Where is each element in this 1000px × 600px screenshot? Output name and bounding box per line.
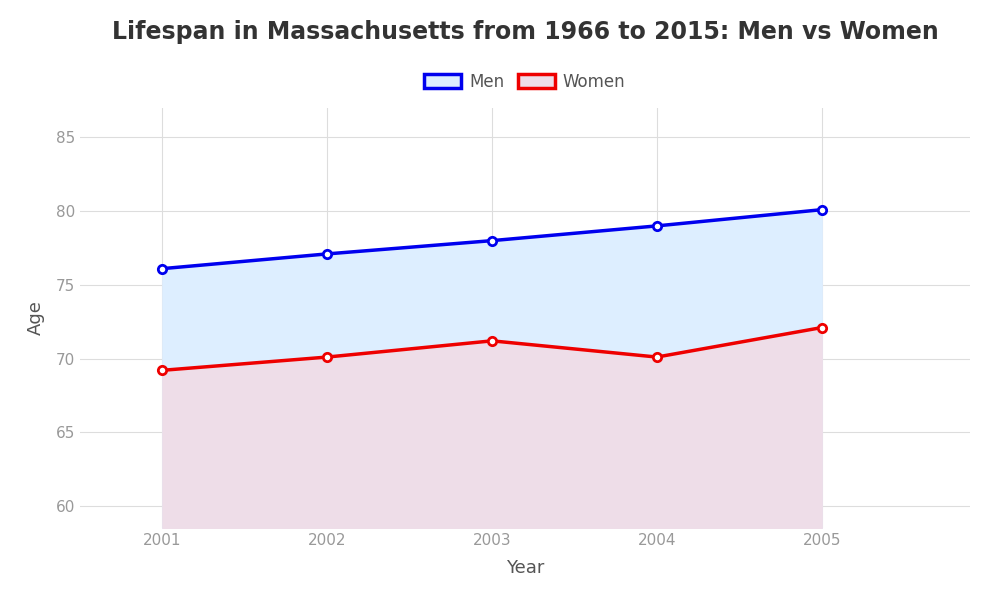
Legend: Men, Women: Men, Women xyxy=(418,66,632,97)
Y-axis label: Age: Age xyxy=(27,301,45,335)
X-axis label: Year: Year xyxy=(506,559,544,577)
Title: Lifespan in Massachusetts from 1966 to 2015: Men vs Women: Lifespan in Massachusetts from 1966 to 2… xyxy=(112,20,938,44)
